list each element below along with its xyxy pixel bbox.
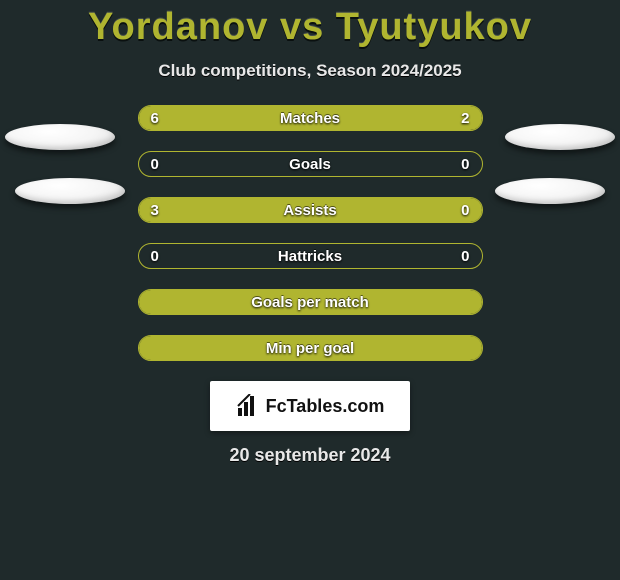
stat-row: Min per goal [138, 335, 483, 361]
player-right-photo-placeholder [505, 124, 615, 150]
watermark: FcTables.com [210, 381, 410, 431]
club-left-logo-placeholder [15, 178, 125, 204]
stat-label: Assists [139, 198, 482, 222]
stat-label: Min per goal [139, 336, 482, 360]
watermark-text: FcTables.com [266, 396, 385, 417]
date-label: 20 september 2024 [0, 445, 620, 466]
comparison-chart: 62Matches 00Goals 30Assists 00Hattricks Goal… [138, 105, 483, 361]
stat-row: 00Goals [138, 151, 483, 177]
stat-row: Goals per match [138, 289, 483, 315]
fctables-logo-icon [236, 394, 260, 418]
page-title: Yordanov vs Tyutyukov [0, 0, 620, 49]
subtitle: Club competitions, Season 2024/2025 [0, 61, 620, 81]
club-right-logo-placeholder [495, 178, 605, 204]
stat-label: Goals [139, 152, 482, 176]
stat-row: 00Hattricks [138, 243, 483, 269]
player-left-photo-placeholder [5, 124, 115, 150]
stat-label: Hattricks [139, 244, 482, 268]
stat-row: 30Assists [138, 197, 483, 223]
stat-label: Goals per match [139, 290, 482, 314]
stat-row: 62Matches [138, 105, 483, 131]
stat-label: Matches [139, 106, 482, 130]
